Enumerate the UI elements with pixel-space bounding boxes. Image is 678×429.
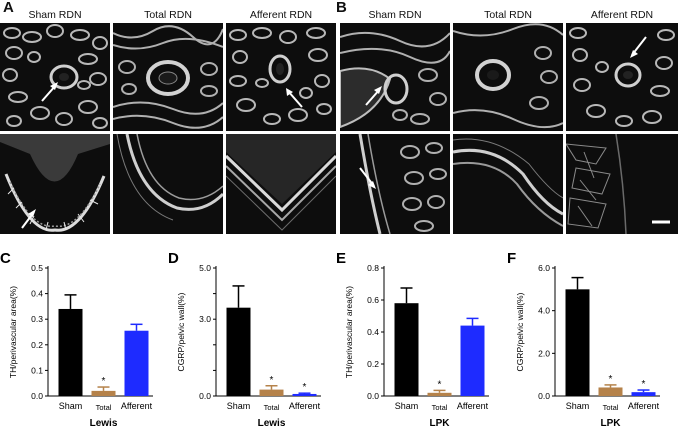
bar-total	[259, 389, 284, 396]
panel-letter-b: B	[336, 0, 347, 16]
x-tick-label: Total	[603, 403, 619, 412]
col-title-a-total: Total RDN	[144, 9, 192, 21]
col-title-b-afferent: Afferent RDN	[590, 9, 654, 21]
col-title-a-sham: Sham RDN	[28, 9, 82, 21]
bar-total	[427, 392, 452, 396]
significance-marker: *	[102, 376, 106, 387]
x-tick-label: Total	[264, 403, 280, 412]
bar-total	[598, 387, 623, 396]
y-axis-label: TH/perivascular area(%)	[8, 286, 18, 378]
x-tick-label: Afferent	[457, 401, 489, 411]
micrograph-b-afferent-bottom	[566, 134, 678, 234]
panel-letter-a: A	[3, 0, 14, 16]
micrograph-a-sham-top	[0, 23, 110, 131]
micrograph-a-afferent-bottom	[226, 134, 336, 234]
x-axis-label: LPK	[601, 418, 622, 429]
y-axis-label: CGRP/pelvic wall(%)	[515, 292, 525, 371]
x-tick-label: Total	[96, 403, 112, 412]
x-tick-label: Total	[432, 403, 448, 412]
micrograph-a-total-bottom	[113, 134, 223, 234]
y-tick-label: 0.5	[31, 263, 43, 273]
bar-total	[91, 390, 116, 396]
y-tick-label: 0.4	[367, 327, 379, 337]
bar-afferent	[631, 392, 656, 396]
chart-c: C 0.0 0.1 0.2 0.3 0.4 0.5 TH/perivascular area(…	[0, 250, 153, 429]
y-tick-label: 0.3	[31, 314, 43, 324]
bar-sham	[565, 289, 590, 396]
x-tick-label: Afferent	[289, 401, 321, 411]
micrograph-b-afferent-top	[566, 23, 678, 131]
y-tick-label: 0.0	[538, 391, 550, 401]
x-axis-label: Lewis	[258, 418, 286, 429]
y-tick-label: 3.0	[199, 314, 211, 324]
col-title-b-total: Total RDN	[484, 9, 532, 21]
micrograph-b-total-top	[453, 23, 563, 131]
panel-letter-c: C	[0, 250, 11, 267]
x-tick-label: Sham	[395, 401, 419, 411]
bar-afferent	[460, 325, 485, 396]
chart-d: D 0.0 3.0 5.0 CGRP/pelvic wall(%) Sham * Total *…	[168, 250, 321, 429]
bar-sham	[58, 308, 83, 396]
y-tick-label: 5.0	[199, 263, 211, 273]
y-tick-label: 6.0	[538, 263, 550, 273]
significance-marker: *	[438, 379, 442, 390]
panel-letter-f: F	[507, 250, 516, 267]
y-tick-label: 2.0	[538, 348, 550, 358]
bar-afferent	[292, 393, 317, 396]
col-title-b-sham: Sham RDN	[368, 9, 422, 21]
x-tick-label: Sham	[227, 401, 251, 411]
bar-afferent	[124, 330, 149, 396]
micrograph-b-sham-top	[340, 23, 450, 131]
micrograph-b-total-bottom	[453, 134, 563, 234]
y-tick-label: 0.1	[31, 365, 43, 375]
x-tick-label: Afferent	[628, 401, 660, 411]
y-axis-label: CGRP/pelvic wall(%)	[176, 292, 186, 371]
x-axis-label: LPK	[430, 418, 451, 429]
significance-marker: *	[609, 374, 613, 385]
bar-sham	[394, 303, 419, 396]
y-tick-label: 0.0	[31, 391, 43, 401]
micrograph-a-total-top	[113, 23, 223, 131]
chart-f: F 0.0 2.0 4.0 6.0 CGRP/pelvic wall(%) Sham * Tot…	[507, 250, 660, 429]
significance-marker: *	[642, 379, 646, 390]
col-title-a-afferent: Afferent RDN	[249, 9, 313, 21]
y-tick-label: 0.2	[31, 340, 43, 350]
bar-sham	[226, 307, 251, 396]
panel-letter-e: E	[336, 250, 346, 267]
micrograph-a-afferent-top	[226, 23, 336, 131]
y-tick-label: 0.8	[367, 263, 379, 273]
y-tick-label: 0.0	[199, 391, 211, 401]
y-tick-label: 0.6	[367, 295, 379, 305]
y-axis-label: TH/perivascular area(%)	[344, 286, 354, 378]
x-tick-label: Sham	[59, 401, 83, 411]
chart-e: E 0.0 0.2 0.4 0.6 0.8 TH/perivascular area(%) S…	[336, 250, 489, 429]
significance-marker: *	[303, 382, 307, 393]
x-tick-label: Sham	[566, 401, 590, 411]
y-tick-label: 0.0	[367, 391, 379, 401]
micrograph-a-sham-bottom	[0, 134, 110, 234]
x-tick-label: Afferent	[121, 401, 153, 411]
significance-marker: *	[270, 375, 274, 386]
y-tick-label: 0.2	[367, 359, 379, 369]
y-tick-label: 0.4	[31, 289, 43, 299]
y-tick-label: 4.0	[538, 306, 550, 316]
x-axis-label: Lewis	[90, 418, 118, 429]
micrograph-b-sham-bottom	[340, 134, 450, 234]
panel-letter-d: D	[168, 250, 179, 267]
